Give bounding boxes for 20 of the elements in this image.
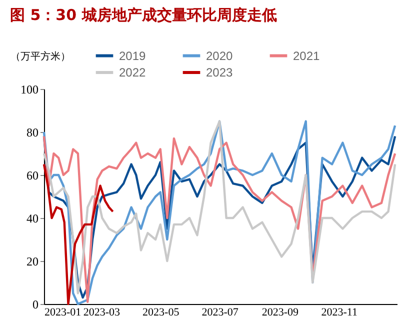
y-tick-label: 100 [20,82,38,96]
y-tick-label: 80 [26,126,38,140]
y-tick-label: 60 [26,168,38,182]
legend-label: 2023 [206,66,234,80]
x-tick-label: 2023-01 [44,306,82,318]
y-tick-label: 0 [32,298,38,312]
legend-label: 2019 [119,48,146,63]
y-tick-label: 20 [26,254,38,268]
x-tick-label: 2023-03 [83,306,121,318]
y-tick-label: 40 [26,212,38,226]
x-tick-label: 2023-11 [321,306,358,318]
x-tick-label: 2023-09 [262,306,299,318]
legend-label: 2022 [119,66,146,80]
x-tick-label: 2023-05 [142,306,180,318]
chart-title: 图 5：30 城房地产成交量环比周度走低 [10,6,277,24]
legend-label: 2021 [293,48,320,63]
legend-label: 2020 [206,48,234,63]
line-series [42,163,114,306]
x-tick-label: 2023-07 [202,306,239,318]
y-axis-title: （万平方米） [10,50,70,62]
